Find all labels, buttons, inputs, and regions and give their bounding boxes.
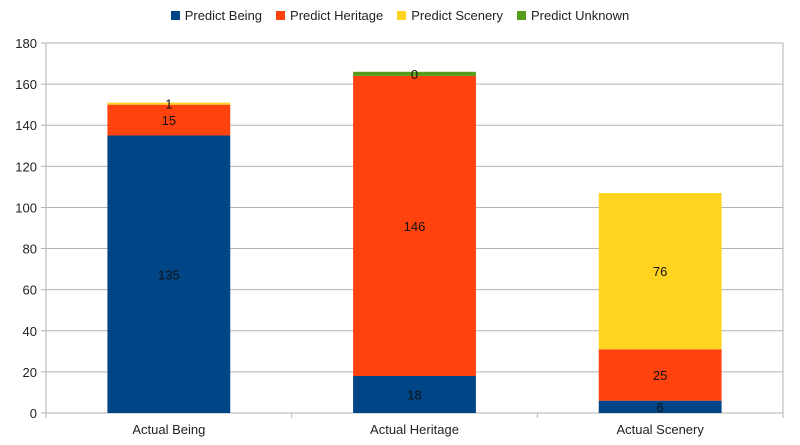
bar-segment-predict-being <box>107 135 231 413</box>
y-tick-label: 120 <box>15 159 37 174</box>
data-label: 15 <box>162 113 176 128</box>
y-tick-label: 180 <box>15 36 37 51</box>
data-label: 76 <box>653 264 667 279</box>
legend-swatch <box>276 11 286 20</box>
data-label: 25 <box>653 368 667 383</box>
y-tick-label: 0 <box>30 406 37 421</box>
legend: Predict Being Predict Heritage Predict Sce… <box>0 8 800 23</box>
data-label: 0 <box>411 67 418 82</box>
bar-segment-predict-scenery <box>598 193 722 350</box>
y-tick-label: 60 <box>23 283 37 298</box>
data-label: 1 <box>165 97 172 112</box>
bar-segment-predict-heritage <box>107 104 231 136</box>
legend-item: Predict Scenery <box>397 8 503 23</box>
bar-segment-predict-being <box>353 376 476 413</box>
y-tick-label: 140 <box>15 118 37 133</box>
y-tick-label: 40 <box>23 324 37 339</box>
legend-label: Predict Being <box>184 8 263 23</box>
legend-item: Predict Unknown <box>517 8 629 23</box>
legend-label: Predict Heritage <box>290 8 384 23</box>
data-label: 6 <box>657 400 664 415</box>
legend-swatch <box>397 11 407 20</box>
legend-label: Predict Unknown <box>531 8 630 23</box>
legend-swatch <box>517 11 527 20</box>
y-tick-label: 100 <box>15 200 37 215</box>
legend-item: Predict Being <box>170 8 263 23</box>
bar-segment-predict-scenery <box>107 102 231 105</box>
data-label: 135 <box>158 267 180 282</box>
bar-segment-predict-being <box>598 400 722 413</box>
x-tick-label: Actual Being <box>132 422 205 437</box>
legend-swatch <box>170 11 180 20</box>
bar-segment-predict-heritage <box>598 349 722 401</box>
y-tick-label: 80 <box>23 242 37 257</box>
x-tick-label: Actual Heritage <box>370 422 459 437</box>
bar-segment-predict-unknown <box>353 71 476 76</box>
data-label: 18 <box>407 388 421 403</box>
bar-segment-predict-heritage <box>353 75 476 376</box>
x-tick-label: Actual Scenery <box>616 422 704 437</box>
data-label: 146 <box>404 219 426 234</box>
legend-label: Predict Scenery <box>411 8 504 23</box>
legend-item: Predict Heritage <box>276 8 383 23</box>
y-tick-label: 20 <box>23 365 37 380</box>
y-tick-label: 160 <box>15 77 37 92</box>
